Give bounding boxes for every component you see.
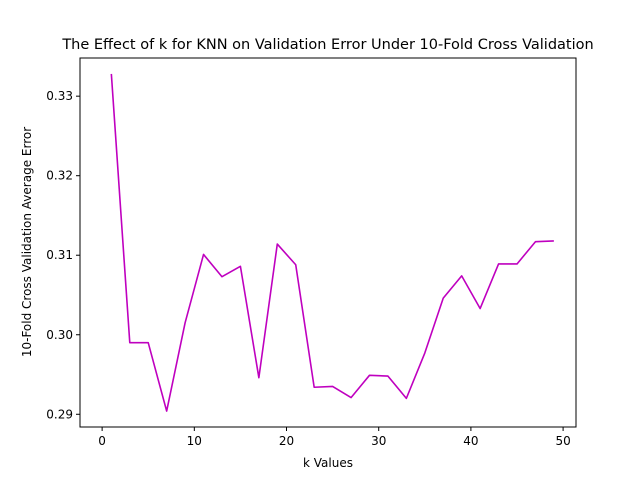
chart-title: The Effect of k for KNN on Validation Er… (61, 37, 593, 53)
y-tick-label: 0.31 (46, 248, 73, 262)
x-axis-label: k Values (303, 456, 353, 470)
x-tick-label: 20 (279, 434, 294, 448)
series-line-0 (110, 73, 554, 412)
x-tick-label: 0 (98, 434, 106, 448)
y-tick-label: 0.33 (46, 89, 73, 103)
x-tick-label: 10 (187, 434, 202, 448)
y-axis-ticks: 0.29 0.30 0.31 0.32 0.33 (46, 89, 80, 421)
y-tick-label: 0.30 (46, 328, 73, 342)
x-tick-label: 50 (555, 434, 570, 448)
y-tick-label: 0.29 (46, 407, 73, 421)
y-axis-label: 10-Fold Cross Validation Average Error (20, 127, 34, 357)
x-tick-label: 40 (463, 434, 478, 448)
plot-area (110, 73, 554, 412)
x-tick-label: 30 (371, 434, 386, 448)
y-tick-label: 0.32 (46, 169, 73, 183)
x-axis-ticks: 0 10 20 30 40 50 (98, 427, 571, 448)
plot-frame (79, 57, 577, 428)
